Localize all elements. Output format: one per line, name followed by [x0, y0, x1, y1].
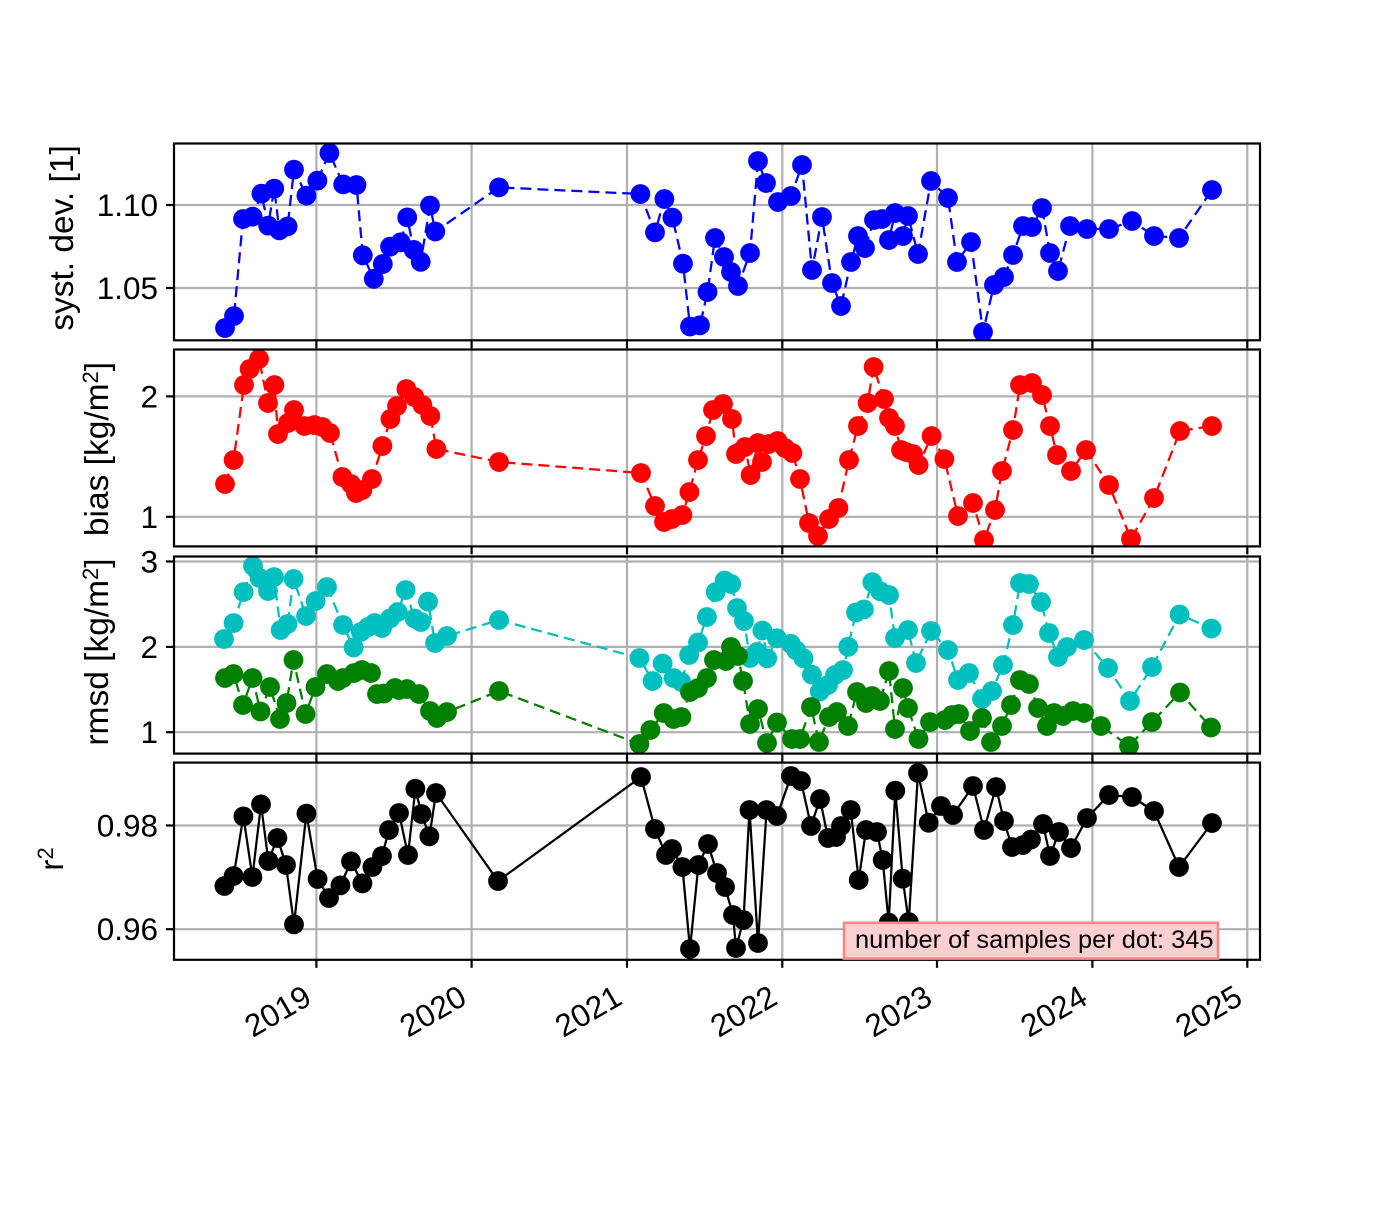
svg-text:3: 3 [140, 544, 158, 580]
svg-text:bias [kg/m2]: bias [kg/m2] [78, 362, 116, 536]
svg-text:1: 1 [140, 714, 158, 750]
svg-text:1: 1 [140, 499, 158, 535]
svg-text:2: 2 [140, 378, 158, 414]
svg-text:rmsd [kg/m2]: rmsd [kg/m2] [78, 558, 116, 745]
svg-text:1.10: 1.10 [97, 187, 158, 223]
svg-text:0.96: 0.96 [97, 911, 158, 947]
svg-text:2: 2 [140, 629, 158, 665]
svg-text:syst. dev. [1]: syst. dev. [1] [44, 145, 81, 331]
svg-text:0.98: 0.98 [97, 808, 158, 844]
svg-text:1.05: 1.05 [97, 270, 158, 306]
svg-text:number of samples per dot: 345: number of samples per dot: 345 [855, 926, 1214, 954]
